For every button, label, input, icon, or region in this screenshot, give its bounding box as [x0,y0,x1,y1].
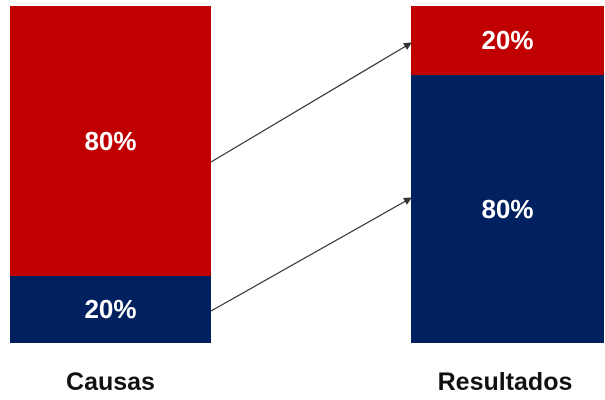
results-label: Resultados [437,368,573,396]
results-top-segment: 20% [411,6,604,75]
causes-bottom-value: 20% [84,294,137,324]
causes-top-value: 80% [84,125,137,156]
results-top-value: 20% [481,25,534,55]
causes-label: Causas [66,368,155,396]
results-bottom-segment: 80% [411,75,604,343]
arrow-bottom-icon [210,197,412,312]
causes-top-segment: 80% [10,6,211,276]
results-bottom-value: 80% [481,193,534,224]
arrow-top-icon [210,42,412,163]
causes-bottom-segment: 20% [10,276,211,343]
